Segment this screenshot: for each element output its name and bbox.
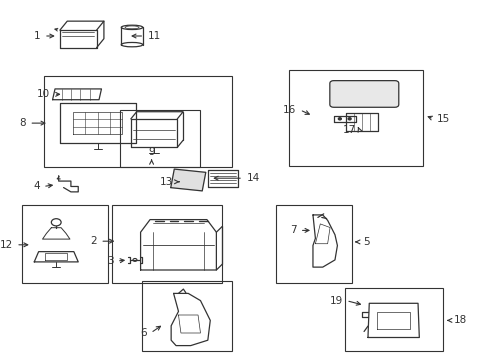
Text: 8: 8	[19, 118, 26, 128]
Bar	[142, 281, 232, 351]
Text: 2: 2	[90, 236, 97, 246]
Text: 13: 13	[159, 177, 172, 187]
Text: 17: 17	[342, 125, 355, 135]
Text: 11: 11	[147, 31, 161, 41]
Text: 16: 16	[283, 105, 296, 115]
Text: 9: 9	[148, 147, 155, 157]
Bar	[276, 205, 351, 283]
Polygon shape	[170, 169, 205, 191]
Text: 7: 7	[289, 225, 296, 235]
Text: 15: 15	[436, 114, 449, 124]
Circle shape	[347, 118, 350, 120]
Text: 6: 6	[140, 328, 147, 338]
Bar	[288, 70, 422, 166]
Bar	[112, 205, 222, 283]
Text: 5: 5	[362, 237, 369, 247]
Text: 12: 12	[0, 240, 13, 250]
Text: 1: 1	[34, 31, 41, 41]
Text: 19: 19	[329, 296, 342, 306]
Bar	[344, 288, 442, 351]
FancyBboxPatch shape	[329, 81, 398, 107]
Text: 10: 10	[37, 89, 50, 99]
Bar	[44, 76, 232, 167]
Text: 3: 3	[106, 256, 113, 266]
Text: 18: 18	[453, 315, 467, 325]
Text: 14: 14	[246, 173, 259, 183]
Text: 4: 4	[33, 181, 40, 192]
Bar	[22, 205, 107, 283]
Circle shape	[338, 118, 341, 120]
Bar	[120, 110, 200, 167]
